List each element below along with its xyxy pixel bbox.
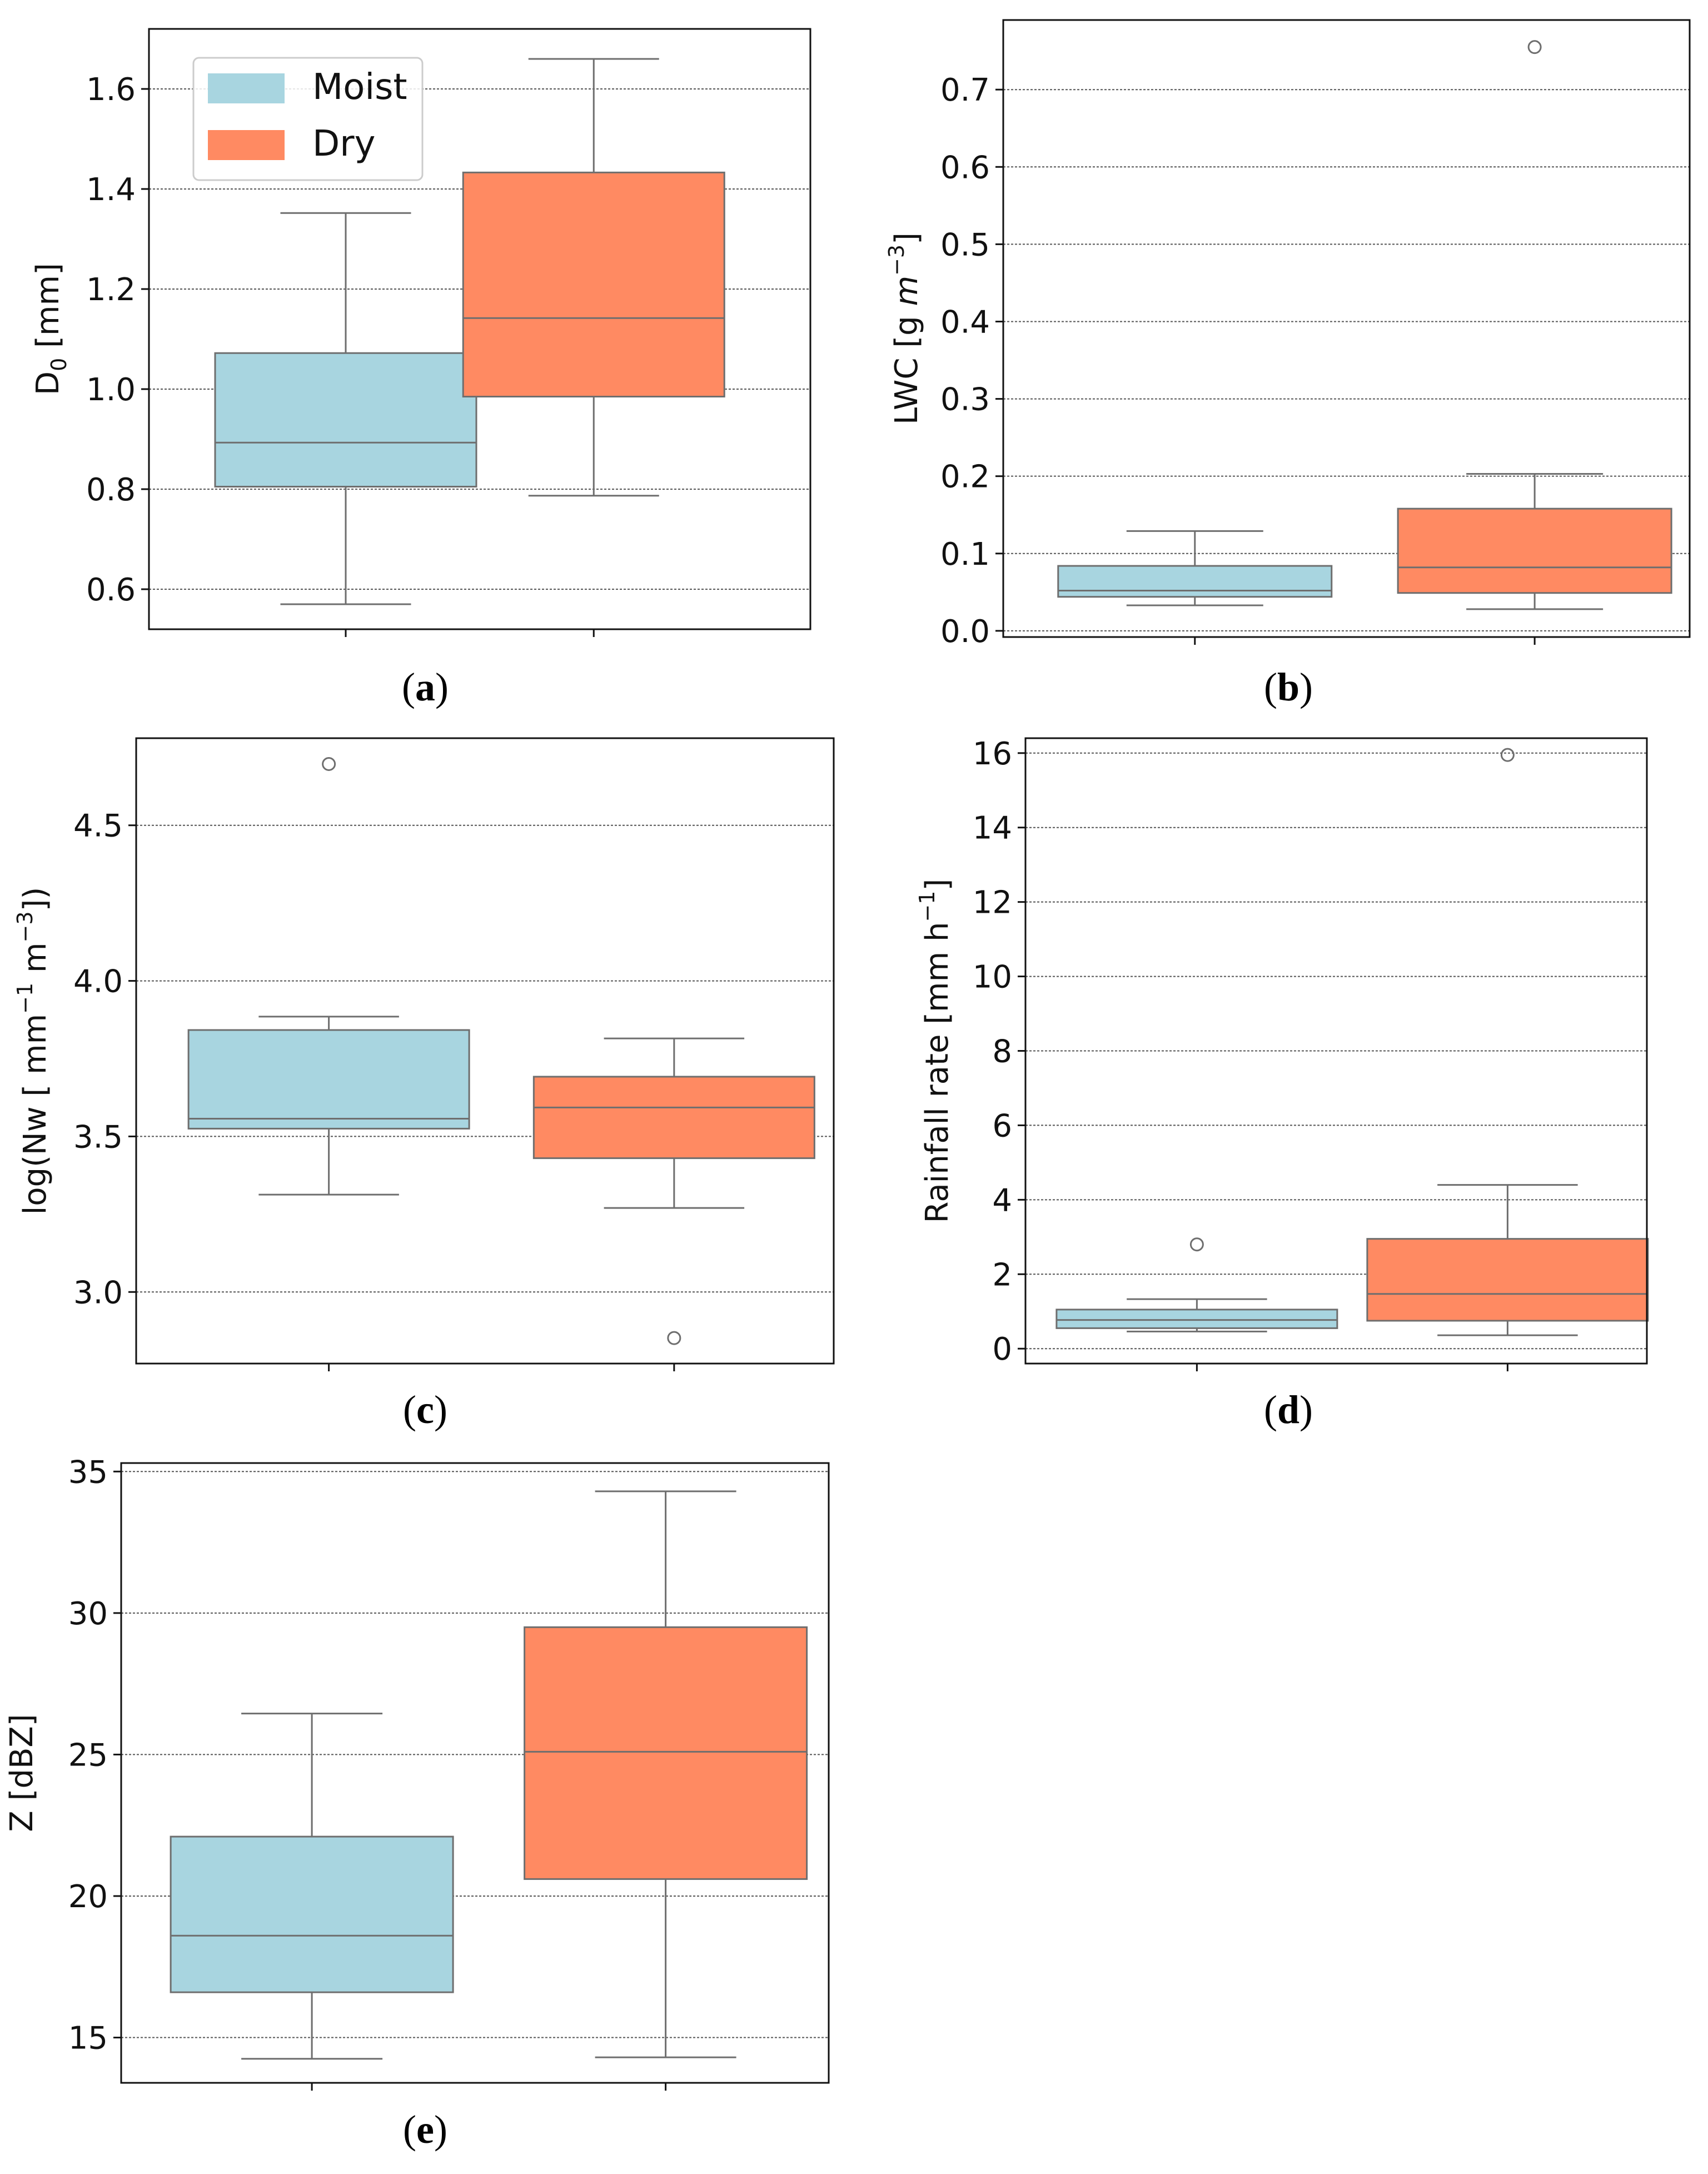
y-tick-label: 0.4 [940,304,990,340]
panel-d: 0 2 4 6 8 10 12 14 16 Rainfall rate [mm h−1] (d) [915,736,1649,1432]
box-iqr [1055,1309,1338,1329]
y-tick-label: 20 [68,1879,108,1915]
y-axis-label: log(Nw [ mm−1 m−3]) [13,887,53,1215]
panel-caption: (a) [402,665,449,709]
panel-e: 15 20 25 30 35 Z [dBZ] (e) [4,1454,830,2152]
panel-c: 3.0 3.5 4.0 4.5 log(Nw [ mm−1 m−3]) (c) [13,737,835,1432]
panel-caption: (c) [403,1387,447,1432]
panel-caption: (b) [1264,665,1313,709]
box-iqr [524,1626,808,1880]
y-tick-label: 4.5 [73,808,123,844]
y-tick-label: 10 [973,959,1012,996]
y-tick-label: 0.7 [940,72,990,108]
box-dry [462,58,725,497]
box-dry [1397,40,1672,610]
box-moist [1057,530,1333,606]
outlier-point [1189,1237,1204,1252]
panel-b: 0.0 0.1 0.2 0.3 0.4 0.5 0.6 0.7 LWC [g m−3] (b) [884,19,1691,709]
y-tick-label: 6 [992,1108,1012,1144]
y-tick-label: 0.3 [940,382,990,418]
box-iqr [170,1835,454,1993]
box-iqr [1057,565,1333,598]
y-tick-label: 1.0 [86,372,136,408]
y-tick-label: 1.6 [86,72,136,108]
y-tick-label: 15 [68,2021,108,2057]
y-tick-label: 12 [973,885,1012,921]
axes-frame [148,28,811,630]
legend-swatch-moist [208,73,285,103]
panel-a: 0.6 0.8 1.0 1.2 1.4 1.6 D0 [mm] (a) [30,28,811,709]
y-tick-label: 30 [68,1596,108,1632]
box-dry [1366,748,1649,1336]
y-tick-label: 3.0 [73,1275,123,1311]
y-axis-label: LWC [g m−3] [884,232,925,425]
axes-frame [1002,19,1691,638]
y-tick-label: 0.0 [940,614,990,650]
legend: Moist Dry [192,57,424,181]
box-moist [187,757,470,1196]
outlier-point [322,757,336,771]
axes-frame [135,737,835,1365]
y-axis-label: Rainfall rate [mm h−1] [915,879,955,1223]
y-axis-label: D0 [mm] [30,263,71,395]
axes-frame [120,1462,830,2084]
y-tick-label: 0.6 [940,150,990,186]
box-dry [532,1037,815,1345]
y-tick-label: 0.5 [940,227,990,263]
y-tick-label: 0.6 [86,572,136,608]
y-tick-label: 0 [992,1331,1012,1367]
y-tick-label: 1.2 [86,272,136,308]
y-tick-label: 0.8 [86,472,136,508]
y-tick-label: 16 [973,736,1012,772]
box-iqr [1397,508,1672,594]
outlier-point [667,1331,681,1345]
y-tick-label: 14 [973,810,1012,847]
y-tick-label: 3.5 [73,1119,123,1155]
box-moist [170,1713,454,2060]
panel-caption: (d) [1264,1387,1313,1432]
box-dry [524,1490,808,2058]
y-tick-label: 0.1 [940,536,990,573]
axes-frame [1024,737,1648,1365]
box-iqr [214,352,477,488]
y-tick-label: 35 [68,1454,108,1490]
y-tick-label: 0.2 [940,459,990,495]
y-tick-label: 4.0 [73,964,123,1000]
y-axis-label: Z [dBZ] [4,1714,40,1832]
box-iqr [532,1076,815,1160]
box-moist [1055,1237,1338,1332]
y-tick-label: 1.4 [86,172,136,208]
box-moist [214,212,477,605]
y-tick-label: 25 [68,1737,108,1773]
legend-label-moist: Moist [312,67,407,108]
legend-swatch-dry [208,130,285,160]
outlier-point [1527,40,1542,54]
y-tick-label: 8 [992,1034,1012,1070]
box-iqr [187,1029,470,1130]
y-tick-label: 2 [992,1257,1012,1293]
box-iqr [1366,1238,1649,1322]
panel-caption: (e) [403,2107,447,2152]
box-iqr [462,171,725,397]
outlier-point [1500,748,1515,762]
legend-label-dry: Dry [312,123,375,165]
y-tick-label: 4 [992,1182,1012,1218]
